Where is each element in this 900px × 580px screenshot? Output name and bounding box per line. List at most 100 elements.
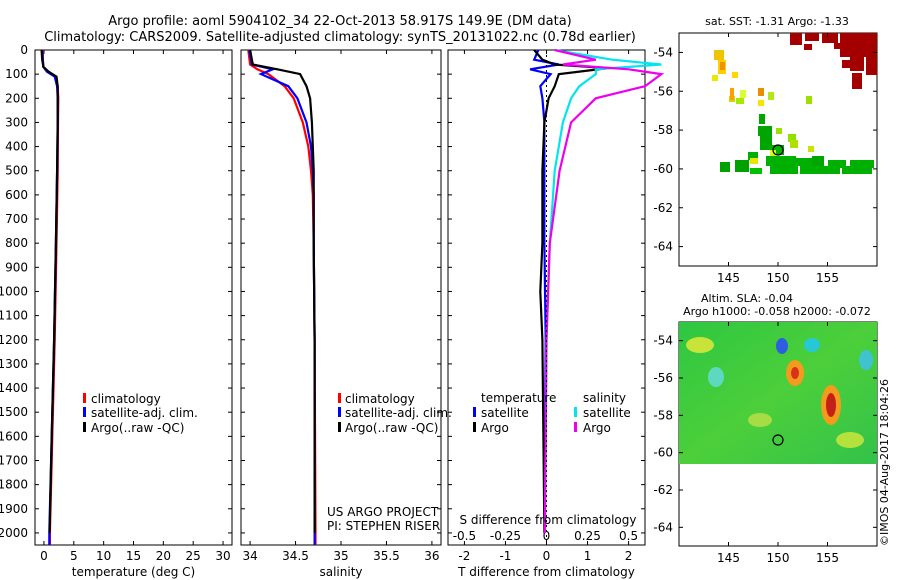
sla-low-anomaly-2 [804,338,820,352]
sla-high-anomaly-1-core [791,367,799,379]
depth-tick-label: 0 [20,43,28,57]
sst-cell [850,160,866,168]
sla-map-axes: -54 -56 -58 -60 -62 -64 145 150 155 [653,322,877,565]
sst-cell [842,60,850,68]
legend-swatch-satellite [83,407,86,417]
depth-tick-label: 900 [5,260,28,274]
x-tick-label: 34 [242,549,257,563]
lon-tick-label: 155 [816,551,839,565]
sst-float-marker [772,144,784,156]
sla-yellow-patch-1 [686,337,714,353]
sla-map-title-1: Altim. SLA: -0.04 [701,292,793,305]
sst-cell [758,88,764,96]
sst-cell [730,88,734,100]
sst-cell [770,166,798,174]
salinity-panel: 34 34.5 35 35.5 36 salinity [241,49,441,579]
depth-tick-label: 1900 [0,502,28,516]
x-tick-label: -1 [499,549,511,563]
depth-tick-label: 500 [5,164,28,178]
x-tick-label: 0 [40,549,48,563]
sst-cell [770,145,784,155]
lat-tick-label: -60 [653,446,673,460]
project-name: US ARGO PROJECT [327,505,439,519]
legend-swatch-temp-satellite [473,407,476,417]
sst-cell [740,90,746,98]
sst-cell [760,136,772,150]
depth-tick-label: 100 [5,67,28,81]
lon-tick-label: 150 [767,271,790,285]
depth-tick-label: 1000 [0,284,28,298]
sst-cell [834,43,840,49]
x-tick-label: 15 [126,549,141,563]
lat-tick-label: -54 [653,45,673,59]
x-tick-label: 1 [584,549,592,563]
sst-map-title: sat. SST: -1.31 Argo: -1.33 [705,15,849,28]
legend-label-temp-argo: Argo [481,421,509,435]
top-tick-label: -0.25 [490,529,521,543]
sla-low-anomaly-3 [708,367,724,387]
sst-cell [770,150,776,156]
legend-label-argo: Argo(..raw -QC) [345,421,438,435]
sst-cell [714,50,724,60]
series-line-salinity-argo [543,48,665,533]
top-tick-label: 0.5 [619,529,638,543]
top-tick-label: 0.25 [574,529,601,543]
legend-swatch-temp-argo [473,422,476,432]
depth-tick-label: 800 [5,236,28,250]
series-line-argo-raw-qc- [40,49,59,533]
sla-yellow-patch-3 [748,413,772,427]
depth-tick-label: 1700 [0,453,28,467]
sla-map-title-2: Argo h1000: -0.058 h2000: -0.072 [683,305,871,318]
sst-cell [808,146,814,152]
sla-yellow-patch-2 [836,432,864,448]
sst-cell [866,57,877,75]
legend-label-satellite: satellite-adj. clim. [91,406,198,420]
sst-cell [776,128,782,134]
sst-cell [840,33,877,57]
sst-cell [735,160,749,172]
series-line-satellite-adj-clim- [248,49,316,545]
sla-field [679,322,877,464]
x-tick-label: 36 [424,549,439,563]
x-axis-label: T difference from climatology [457,565,635,579]
sst-map-axes: -54 -56 -58 -60 -62 -64 145 150 155 [653,33,877,285]
lat-tick-label: -62 [653,201,673,215]
lat-tick-label: -56 [653,84,673,98]
depth-tick-label: 1200 [0,333,28,347]
temperature-panel: 0 5 10 15 20 25 30 temperature (deg C) [35,49,232,579]
sla-float-marker [772,434,784,446]
legend-label-climatology: climatology [91,392,161,406]
difference-panel: -2 -1 0 1 2 T difference from climatology -0.5… [448,48,665,579]
sst-cell [766,156,796,166]
depth-tick-label: 1300 [0,357,28,371]
depth-tick-label: 1800 [0,478,28,492]
legend-label-satellite: satellite-adj. clim. [345,406,452,420]
legend-swatch-argo [83,422,86,432]
x-axis-label: salinity [319,565,362,579]
sst-cell [720,162,730,172]
salinity-panel-frame [240,49,442,546]
sst-cell [712,75,718,81]
sst-cell [796,158,812,166]
principal-investigator: PI: STEPHEN RISER [327,519,440,533]
temperature-panel-frame [34,49,233,546]
difference-legend: temperature salinity satellite Argo sate… [473,391,631,435]
series-line-climatology [247,49,317,545]
sst-cell [822,33,838,43]
depth-tick-label: 1400 [0,381,28,395]
legend-label-sal-satellite: satellite [583,406,631,420]
depth-axis: 0 100 200 300 400 500 600 700 800 900 1000 1100 1200… [0,43,28,540]
sst-cell [750,168,762,174]
legend-label-sal-argo: Argo [583,421,611,435]
depth-tick-label: 400 [5,140,28,154]
sst-cell [800,166,840,174]
sst-cell [866,160,874,168]
lon-tick-label: 145 [717,271,740,285]
x-tick-label: 34.5 [282,549,309,563]
legend-label-temp-satellite: satellite [481,406,529,420]
x-tick-label: 5 [70,549,78,563]
depth-tick-label: 700 [5,212,28,226]
sst-cell [748,152,758,160]
sst-cell [750,158,758,164]
